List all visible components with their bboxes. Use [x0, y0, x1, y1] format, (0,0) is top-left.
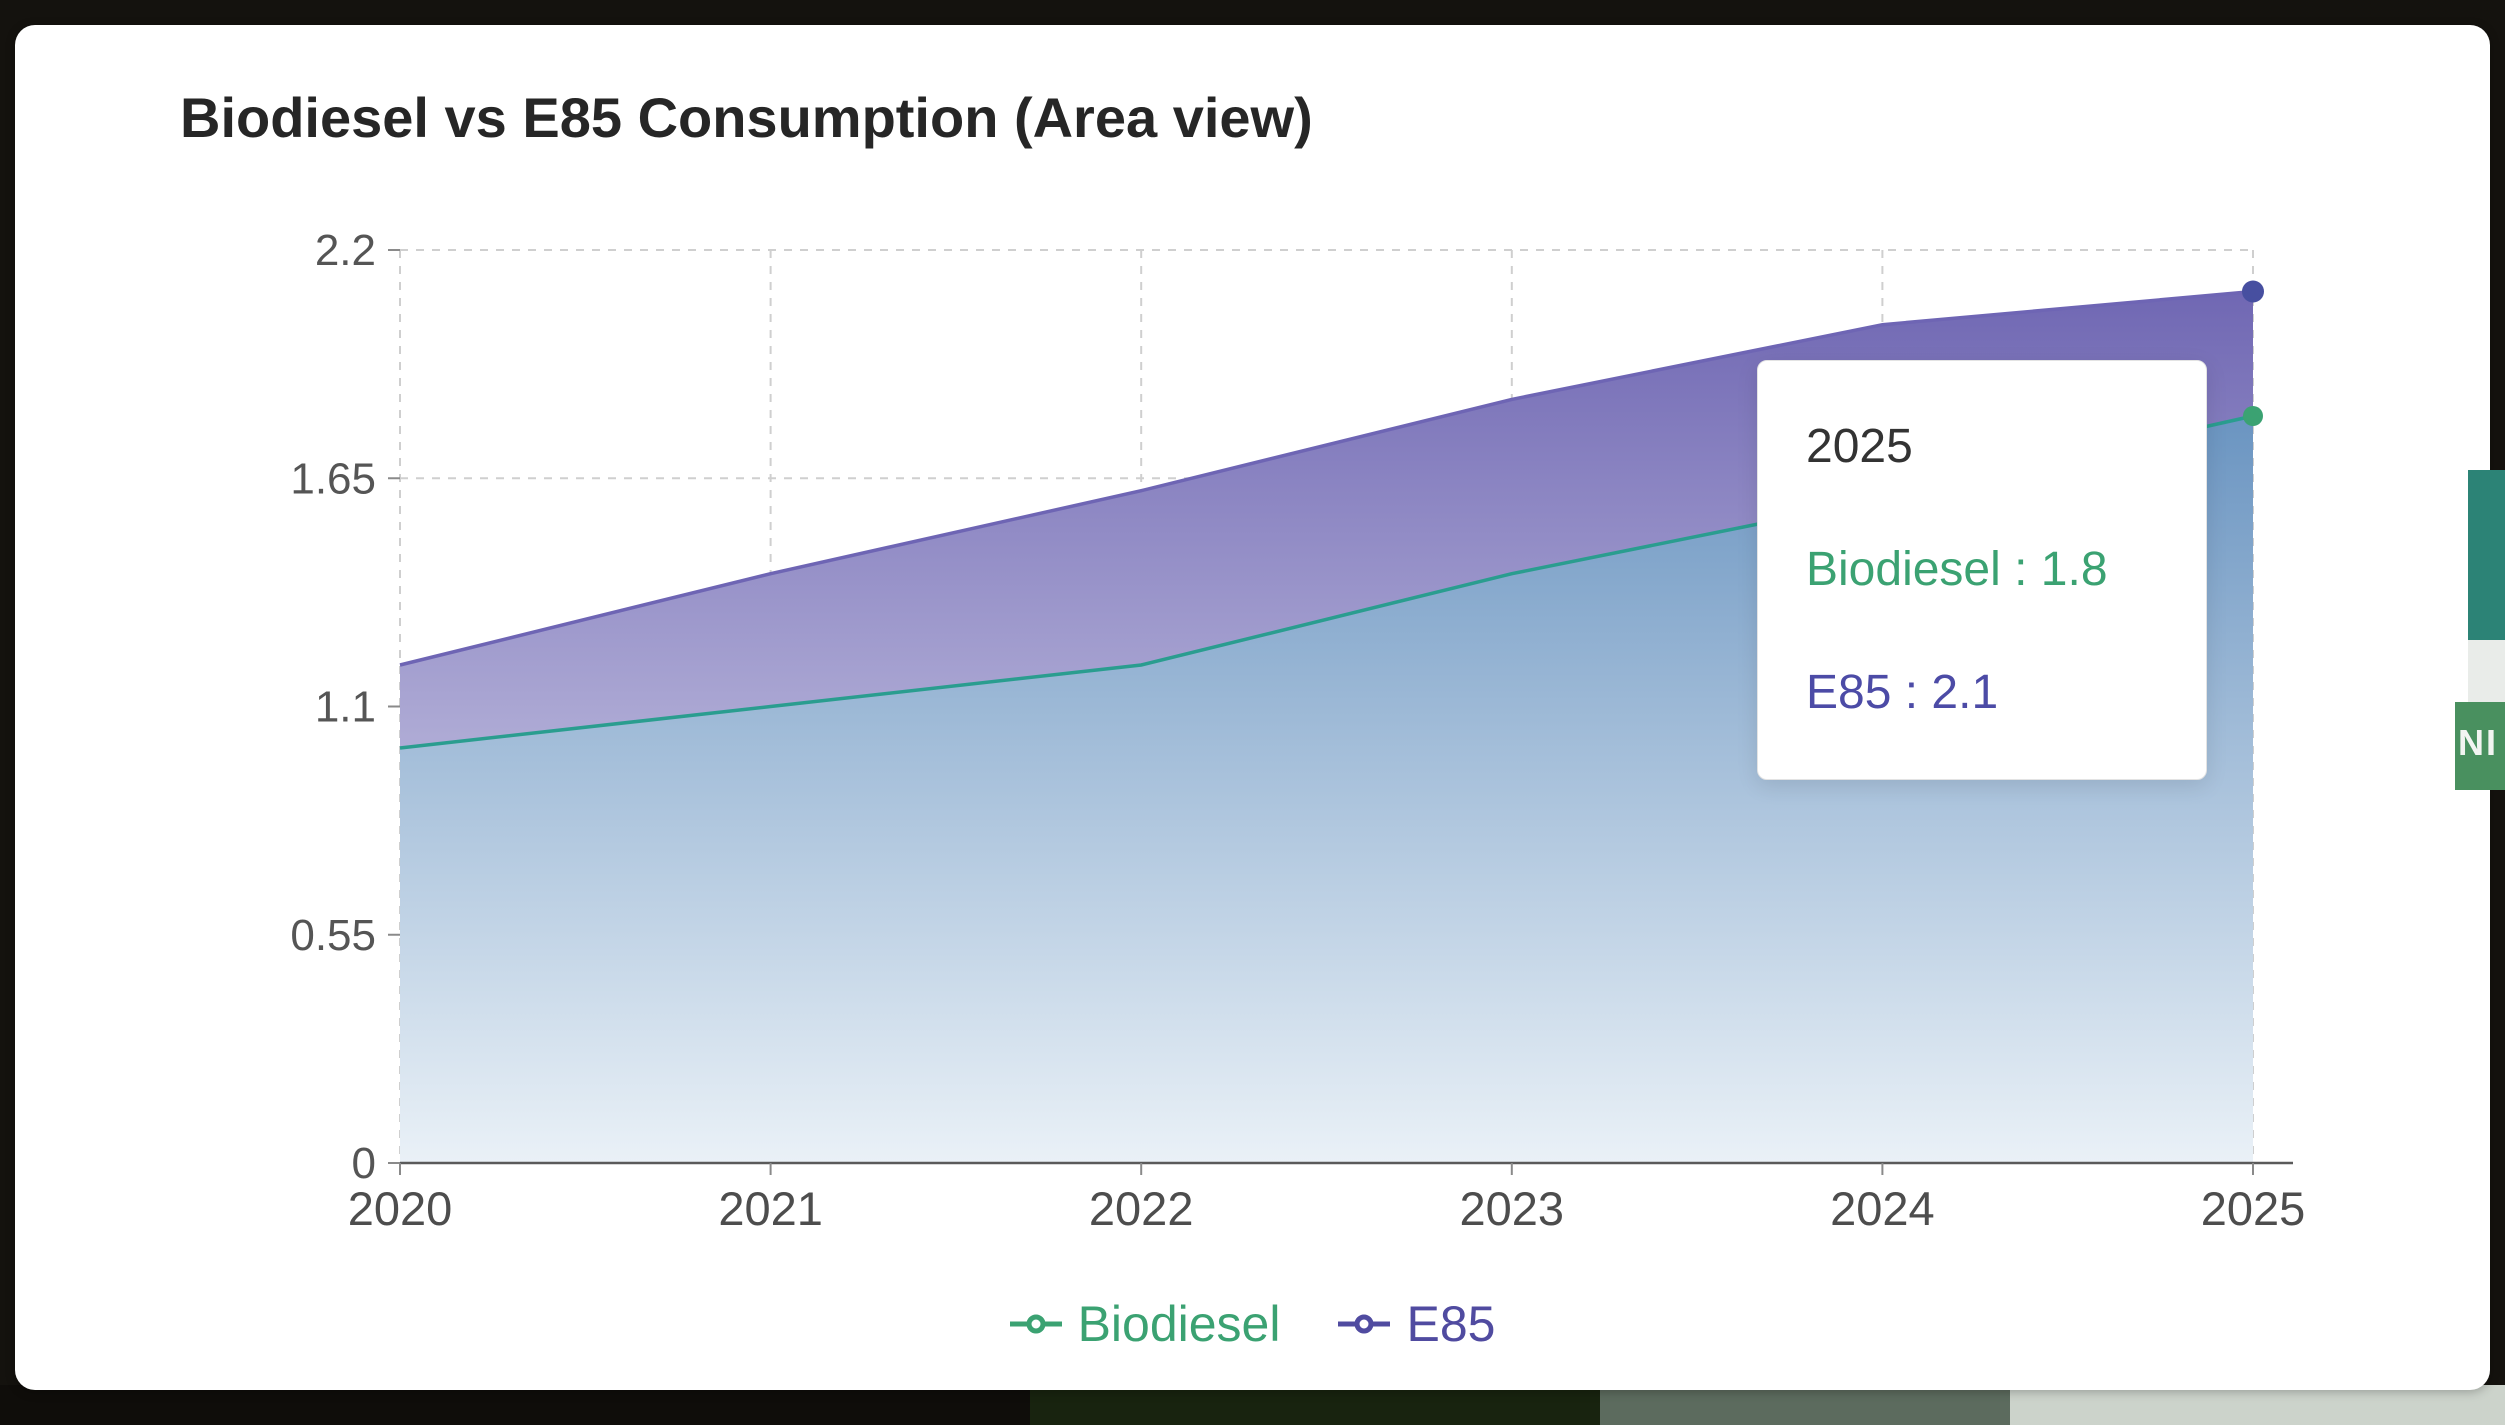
- y-tick-label: 1.65: [290, 454, 376, 503]
- x-tick-label: 2025: [2201, 1182, 2306, 1235]
- legend-label: E85: [1406, 1296, 1496, 1352]
- line-e85: [399, 289, 2254, 667]
- chart-tooltip: 2025 Biodiesel : 1.8 E85 : 2.1: [1757, 360, 2207, 780]
- edge-partial-text: NI: [2458, 722, 2498, 763]
- x-tick-label: 2020: [348, 1182, 453, 1235]
- background-left-strip: [0, 0, 16, 1425]
- legend-label: Biodiesel: [1077, 1296, 1281, 1352]
- legend-marker-icon: [1338, 1314, 1391, 1334]
- background-bottom-green: [1030, 1385, 1600, 1425]
- background-top-strip: [0, 0, 2505, 24]
- background-bottom-dark: [0, 1385, 1030, 1425]
- background-bottom-light: [2010, 1385, 2505, 1425]
- y-tick-label: 0.55: [290, 911, 376, 960]
- edge-teal-shape: [2468, 470, 2505, 640]
- tooltip-year: 2025: [1806, 420, 1913, 473]
- x-tick-label: 2024: [1830, 1182, 1935, 1235]
- x-tick-label: 2022: [1089, 1182, 1194, 1235]
- y-tick-label: 0: [352, 1139, 376, 1188]
- endpoint-dot-e85[interactable]: [2242, 280, 2264, 303]
- tooltip-line-e85: E85 : 2.1: [1806, 666, 1999, 719]
- legend-marker-icon: [1009, 1314, 1062, 1334]
- chart-legend: Biodiesel E85: [0, 1295, 2505, 1353]
- tooltip-line-biodiesel: Biodiesel : 1.8: [1806, 543, 2108, 596]
- edge-green-shape: [2455, 702, 2505, 790]
- legend-item-e85[interactable]: E85: [1338, 1295, 1495, 1353]
- x-tick-label: 2023: [1460, 1182, 1565, 1235]
- edge-white-shape: [2468, 640, 2505, 702]
- chart-title: Biodiesel vs E85 Consumption (Area view): [180, 86, 1313, 149]
- legend-item-biodiesel[interactable]: Biodiesel: [1009, 1295, 1281, 1353]
- endpoint-dot-biodiesel[interactable]: [2243, 406, 2263, 426]
- y-tick-label: 1.1: [315, 683, 376, 732]
- y-tick-label: 2.2: [315, 226, 376, 275]
- x-tick-label: 2021: [718, 1182, 823, 1235]
- background-bottom-gray: [1600, 1385, 2010, 1425]
